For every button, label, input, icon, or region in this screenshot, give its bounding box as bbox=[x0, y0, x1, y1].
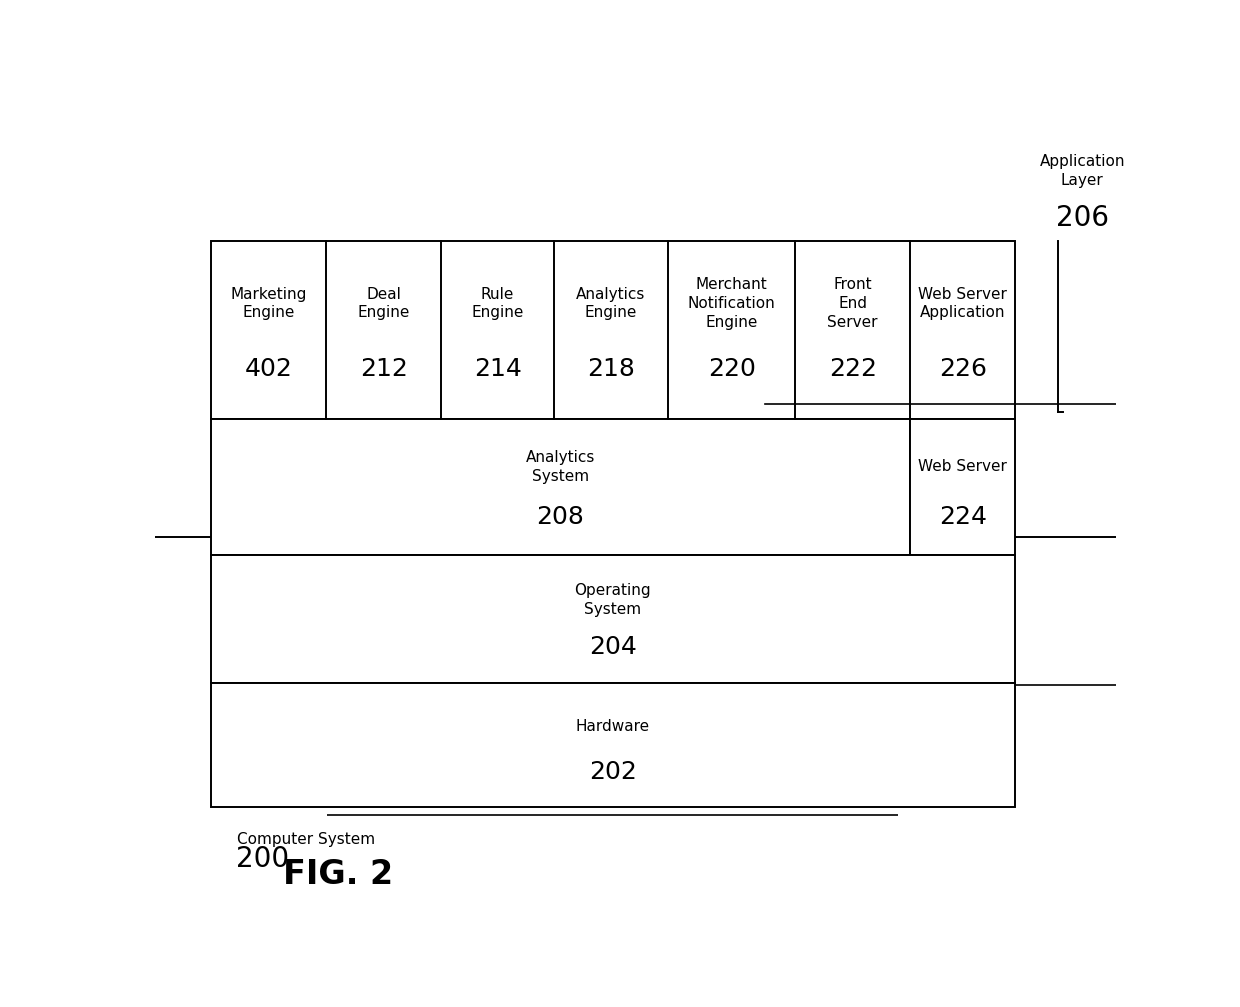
Text: 224: 224 bbox=[939, 506, 987, 529]
Text: 200: 200 bbox=[236, 845, 289, 873]
Bar bbox=[211, 241, 1016, 419]
Text: Computer System: Computer System bbox=[237, 832, 374, 847]
Text: 206: 206 bbox=[1056, 203, 1109, 232]
Text: FIG. 2: FIG. 2 bbox=[283, 858, 393, 891]
Text: Rule
Engine: Rule Engine bbox=[471, 287, 523, 320]
Text: 214: 214 bbox=[474, 357, 522, 382]
Text: Web Server: Web Server bbox=[919, 459, 1007, 474]
Text: 222: 222 bbox=[828, 357, 877, 382]
Text: Front
End
Server: Front End Server bbox=[827, 277, 878, 329]
Text: Merchant
Notification
Engine: Merchant Notification Engine bbox=[688, 277, 775, 329]
Bar bbox=[211, 555, 1016, 683]
Text: Analytics
System: Analytics System bbox=[526, 450, 595, 483]
Bar bbox=[211, 683, 1016, 807]
Text: Hardware: Hardware bbox=[575, 719, 650, 734]
Text: 402: 402 bbox=[244, 357, 293, 382]
Text: Deal
Engine: Deal Engine bbox=[357, 287, 410, 320]
Text: Web Server
Application: Web Server Application bbox=[919, 287, 1007, 320]
Text: 218: 218 bbox=[587, 357, 635, 382]
Text: 202: 202 bbox=[589, 760, 637, 784]
Text: 226: 226 bbox=[939, 357, 987, 382]
Text: 204: 204 bbox=[589, 635, 637, 660]
Text: Marketing
Engine: Marketing Engine bbox=[231, 287, 306, 320]
Text: 208: 208 bbox=[537, 506, 584, 529]
Text: 212: 212 bbox=[360, 357, 408, 382]
Text: Application
Layer: Application Layer bbox=[1039, 154, 1125, 188]
Bar bbox=[211, 419, 910, 555]
Text: Analytics
Engine: Analytics Engine bbox=[577, 287, 646, 320]
Bar bbox=[910, 419, 1016, 555]
Text: Operating
System: Operating System bbox=[574, 583, 651, 616]
Text: 220: 220 bbox=[708, 357, 755, 382]
